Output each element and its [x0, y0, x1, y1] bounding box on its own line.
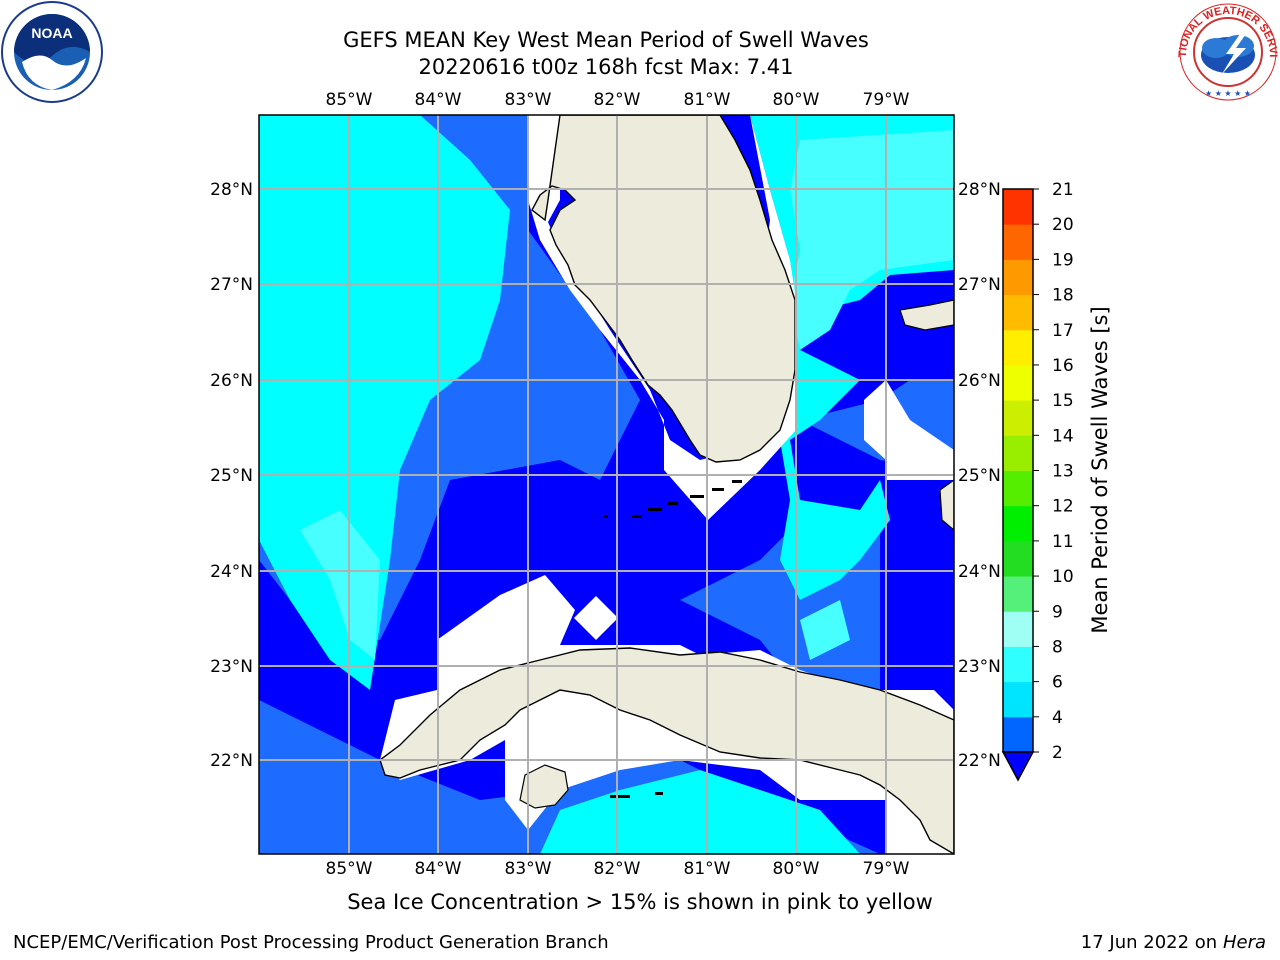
colorbar-segment: [1003, 646, 1033, 683]
colorbar-segment: [1003, 435, 1033, 471]
map-title: GEFS MEAN Key West Mean Period of Swell …: [343, 28, 869, 52]
lat-label: 27°N: [210, 275, 253, 295]
lon-label: 82°W: [594, 90, 641, 110]
lon-labels-bottom: 85°W 84°W 83°W 82°W 81°W 80°W 79°W: [326, 859, 910, 879]
lat-label: 28°N: [958, 180, 1001, 200]
lon-label: 84°W: [415, 90, 462, 110]
colorbar-segment: [1003, 470, 1033, 507]
colorbar-tick-label: 2: [1052, 743, 1063, 763]
lon-label: 84°W: [415, 859, 462, 879]
colorbar-tick-label: 16: [1052, 356, 1074, 376]
colorbar-segment: [1003, 611, 1033, 647]
map-graticule: [259, 115, 954, 854]
date-stamp: 17 Jun 2022 on Hera: [1081, 932, 1266, 953]
lat-labels-left: 28°N 27°N 26°N 25°N 24°N 23°N 22°N: [210, 180, 253, 771]
colorbar: 2 4 6 8 9 10 11 12 13 14 15 16 17 18 19 20 21: [1003, 180, 1074, 763]
noaa-logo: NOAA: [1, 1, 103, 103]
sea-ice-note: Sea Ice Concentration > 15% is shown in …: [347, 890, 933, 914]
colorbar-segment: [1003, 294, 1033, 331]
lat-label: 23°N: [210, 657, 253, 677]
colorbar-segment: [1003, 189, 1033, 225]
credit-text: NCEP/EMC/Verification Post Processing Pr…: [13, 932, 609, 953]
colorbar-tick-label: 21: [1052, 180, 1074, 200]
lat-label: 22°N: [210, 751, 253, 771]
cuba-land: [379, 647, 954, 854]
colorbar-tick-label: 20: [1052, 215, 1074, 235]
map-subtitle: 20220616 t00z 168h fcst Max: 7.41: [418, 55, 794, 79]
colorbar-tick-label: 18: [1052, 286, 1074, 306]
lon-label: 83°W: [505, 859, 552, 879]
lon-label: 82°W: [594, 859, 641, 879]
colorbar-tick-label: 8: [1052, 637, 1063, 657]
lat-label: 24°N: [958, 562, 1001, 582]
colorbar-segment: [1003, 576, 1033, 612]
lat-label: 25°N: [210, 466, 253, 486]
lat-label: 26°N: [210, 371, 253, 391]
nws-logo: NATIONAL WEATHER SERVICE ★ ★ ★ ★ ★: [1176, 0, 1279, 101]
colorbar-segment: [1003, 400, 1033, 436]
map-frame: [258, 114, 955, 855]
lon-label: 79°W: [863, 90, 910, 110]
lon-labels-top: 85°W 84°W 83°W 82°W 81°W 80°W 79°W: [326, 90, 910, 110]
lat-label: 28°N: [210, 180, 253, 200]
map-field: [259, 115, 954, 854]
lat-label: 22°N: [958, 751, 1001, 771]
colorbar-tick-label: 14: [1052, 426, 1074, 446]
lat-label: 27°N: [958, 275, 1001, 295]
svg-text:NOAA: NOAA: [31, 25, 72, 41]
svg-text:★ ★ ★ ★ ★: ★ ★ ★ ★ ★: [1205, 89, 1251, 98]
lon-label: 80°W: [773, 90, 820, 110]
colorbar-tick-label: 6: [1052, 673, 1063, 693]
machine-name: Hera: [1222, 932, 1266, 953]
lon-label: 81°W: [684, 90, 731, 110]
colorbar-tick-label: 10: [1052, 567, 1074, 587]
lon-label: 85°W: [326, 859, 373, 879]
colorbar-segment: [1003, 681, 1033, 718]
colorbar-tick-label: 11: [1052, 532, 1074, 552]
date-text: 17 Jun 2022 on: [1080, 932, 1218, 953]
lon-label: 83°W: [505, 90, 552, 110]
lon-label: 85°W: [326, 90, 373, 110]
colorbar-tick-label: 19: [1052, 250, 1074, 270]
colorbar-segment: [1003, 505, 1033, 542]
lon-label: 80°W: [773, 859, 820, 879]
colorbar-segment: [1003, 540, 1033, 577]
colorbar-tick-label: 17: [1052, 321, 1074, 341]
colorbar-frame: [1002, 188, 1034, 753]
lat-label: 25°N: [958, 466, 1001, 486]
colorbar-title: Mean Period of Swell Waves [s]: [1088, 306, 1112, 633]
colorbar-segment: [1003, 716, 1033, 753]
colorbar-extend-arrow: [1001, 751, 1035, 782]
lon-label: 81°W: [684, 859, 731, 879]
colorbar-tick-label: 4: [1052, 708, 1063, 728]
colorbar-segment: [1003, 259, 1033, 296]
colorbar-tick-label: 15: [1052, 391, 1074, 411]
colorbar-segment: [1003, 364, 1033, 401]
colorbar-tick-label: 12: [1052, 497, 1074, 517]
colorbar-tick-label: 9: [1052, 602, 1063, 622]
colorbar-segment: [1003, 224, 1033, 260]
lon-label: 79°W: [863, 859, 910, 879]
lat-labels-right: 28°N 27°N 26°N 25°N 24°N 23°N 22°N: [958, 180, 1001, 771]
lat-label: 26°N: [958, 371, 1001, 391]
colorbar-segment: [1003, 329, 1033, 366]
lat-label: 23°N: [958, 657, 1001, 677]
colorbar-tick-label: 13: [1052, 462, 1074, 482]
lat-label: 24°N: [210, 562, 253, 582]
